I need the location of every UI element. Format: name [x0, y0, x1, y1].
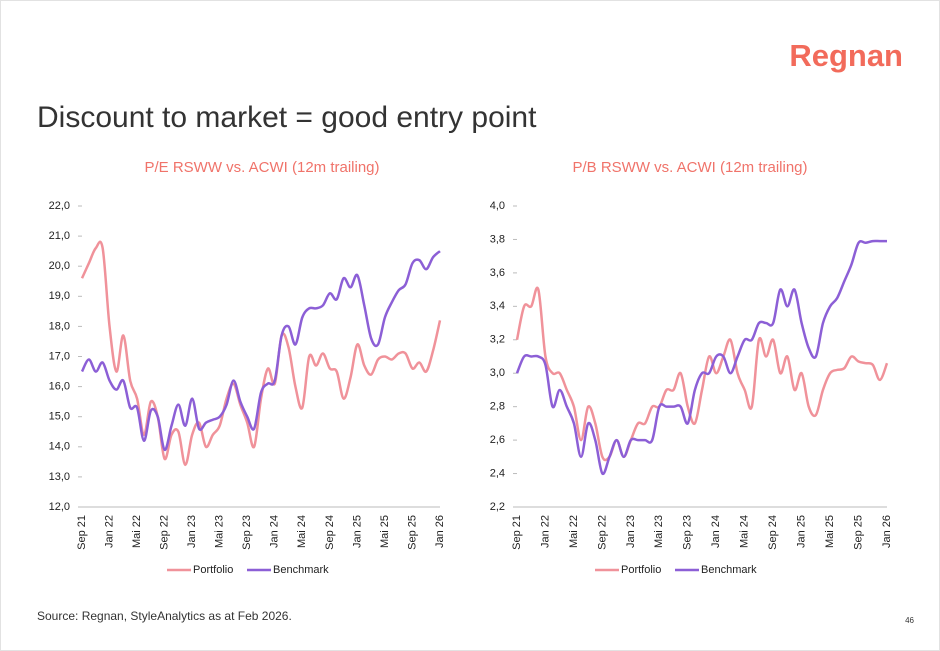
y-tick-label: 4,0	[490, 200, 505, 212]
y-tick-label: 3,0	[490, 367, 505, 379]
y-tick-label: 3,8	[490, 233, 505, 245]
x-tick-label: Mai 23	[653, 515, 665, 548]
x-tick-label: Sep 21	[76, 515, 88, 550]
legend-label: Portfolio	[193, 564, 233, 576]
x-tick-label: Jan 23	[625, 515, 637, 548]
x-tick-label: Sep 25	[852, 515, 864, 550]
y-tick-label: 3,4	[490, 300, 505, 312]
x-tick-label: Jan 23	[186, 515, 198, 548]
y-tick-label: 21,0	[49, 230, 70, 242]
x-tick-label: Mai 23	[214, 515, 226, 548]
y-tick-label: 2,2	[490, 501, 505, 513]
x-tick-label: Mai 24	[296, 515, 308, 548]
y-tick-label: 17,0	[49, 350, 70, 362]
x-tick-label: Sep 25	[406, 515, 418, 550]
x-tick-label: Sep 22	[159, 515, 171, 550]
y-tick-label: 19,0	[49, 290, 70, 302]
y-tick-label: 14,0	[49, 441, 70, 453]
y-tick-label: 18,0	[49, 320, 70, 332]
x-tick-label: Jan 22	[103, 515, 115, 548]
series-line	[80, 250, 441, 452]
x-tick-label: Sep 22	[596, 515, 608, 550]
x-tick-label: Jan 25	[351, 515, 363, 548]
page-number: 46	[905, 616, 914, 625]
x-tick-label: Sep 24	[324, 515, 336, 550]
chart-title: P/E RSWW vs. ACWI (12m trailing)	[144, 159, 379, 176]
x-tick-label: Mai 22	[131, 515, 143, 548]
series-line	[515, 239, 887, 476]
legend-label: Benchmark	[273, 564, 329, 576]
x-tick-label: Jan 24	[269, 515, 281, 548]
x-tick-label: Sep 23	[682, 515, 694, 550]
y-tick-label: 2,4	[490, 467, 505, 479]
y-tick-label: 3,6	[490, 267, 505, 279]
y-tick-label: 15,0	[49, 411, 70, 423]
legend-label: Benchmark	[701, 564, 757, 576]
series-line	[515, 286, 889, 462]
y-tick-label: 20,0	[49, 260, 70, 272]
y-tick-label: 2,6	[490, 434, 505, 446]
x-tick-label: Mai 24	[739, 515, 751, 548]
x-tick-label: Sep 23	[241, 515, 253, 550]
y-tick-label: 3,2	[490, 334, 505, 346]
x-tick-label: Jan 26	[881, 515, 893, 548]
x-tick-label: Jan 25	[796, 515, 808, 548]
x-tick-label: Mai 25	[379, 515, 391, 548]
x-tick-label: Mai 25	[824, 515, 836, 548]
x-tick-label: Jan 22	[539, 515, 551, 548]
chart-title: P/B RSWW vs. ACWI (12m trailing)	[572, 159, 807, 176]
x-tick-label: Mai 22	[568, 515, 580, 548]
x-tick-label: Sep 21	[511, 515, 523, 550]
x-tick-label: Jan 26	[434, 515, 446, 548]
legend-label: Portfolio	[621, 564, 661, 576]
y-tick-label: 13,0	[49, 471, 70, 483]
y-tick-label: 2,8	[490, 401, 505, 413]
logo: Regnan	[789, 38, 903, 73]
slide-title: Discount to market = good entry point	[37, 101, 537, 134]
y-tick-label: 22,0	[49, 200, 70, 212]
y-tick-label: 12,0	[49, 501, 70, 513]
source-note: Source: Regnan, StyleAnalytics as at Feb…	[37, 609, 292, 623]
x-tick-label: Jan 24	[710, 515, 722, 548]
y-tick-label: 16,0	[49, 381, 70, 393]
x-tick-label: Sep 24	[767, 515, 779, 550]
